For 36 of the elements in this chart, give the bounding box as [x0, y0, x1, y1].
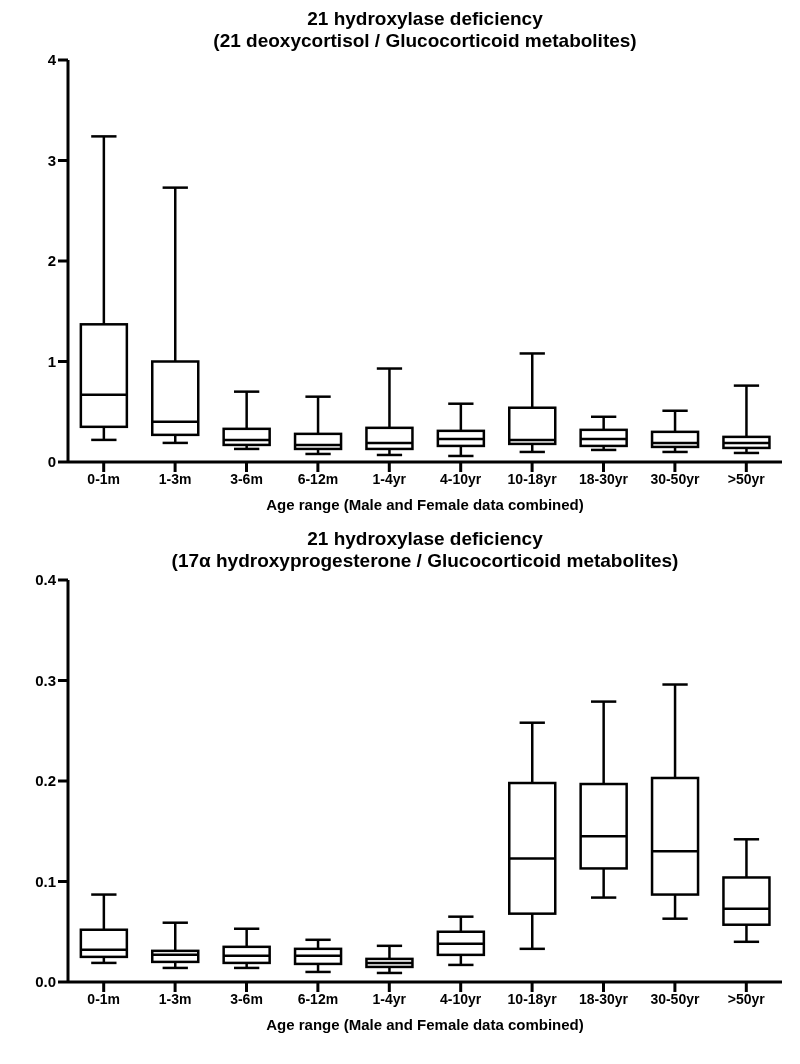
x-tick-label: 18-30yr	[578, 470, 629, 487]
chart-subtitle: (21 deoxycortisol / Glucocorticoid metabolites)	[212, 30, 638, 52]
y-tick-label: 2	[47, 252, 56, 270]
y-tick-label: 1	[47, 352, 56, 370]
y-tick-label: 0.4	[35, 571, 57, 589]
x-tick-label: 10-18yr	[507, 470, 558, 487]
x-axis-title: Age range (Male and Female data combined)	[266, 1016, 584, 1033]
x-tick-label: 6-12m	[297, 470, 339, 487]
x-tick-label: 1-3m	[158, 470, 192, 487]
x-tick-label: 1-4yr	[372, 470, 407, 487]
x-tick-label: 3-6m	[230, 470, 263, 487]
x-tick-label: 1-3m	[158, 990, 192, 1007]
chart-subtitle: (17α hydroxyprogesterone / Glucocorticoid metabolites)	[170, 550, 680, 572]
x-tick-label: >50yr	[727, 470, 766, 487]
x-tick-label: 1-4yr	[372, 990, 407, 1007]
x-tick-label: 6-12m	[297, 990, 339, 1007]
y-tick-label: 0	[47, 453, 56, 471]
y-tick-label: 4	[47, 51, 57, 69]
x-tick-label: 4-10yr	[440, 470, 482, 487]
y-tick-label: 0.0	[35, 973, 56, 991]
y-tick-label: 0.2	[35, 772, 56, 790]
x-axis-title: Age range (Male and Female data combined)	[266, 496, 584, 513]
y-tick-label: 0.1	[35, 872, 56, 890]
x-tick-label: 10-18yr	[507, 990, 558, 1007]
x-tick-label: 0-1m	[87, 990, 121, 1007]
x-tick-label: 0-1m	[87, 470, 121, 487]
x-tick-label: 30-50yr	[650, 990, 700, 1007]
y-tick-label: 3	[47, 151, 56, 169]
x-tick-label: 30-50yr	[650, 470, 700, 487]
y-tick-label: 0.3	[35, 671, 56, 689]
chart-title: 21 hydroxylase deficiency	[306, 8, 544, 30]
chart-title: 21 hydroxylase deficiency	[306, 528, 544, 550]
x-tick-label: 3-6m	[230, 990, 263, 1007]
x-tick-label: >50yr	[727, 990, 766, 1007]
x-tick-label: 4-10yr	[440, 990, 482, 1007]
x-tick-label: 18-30yr	[578, 990, 629, 1007]
